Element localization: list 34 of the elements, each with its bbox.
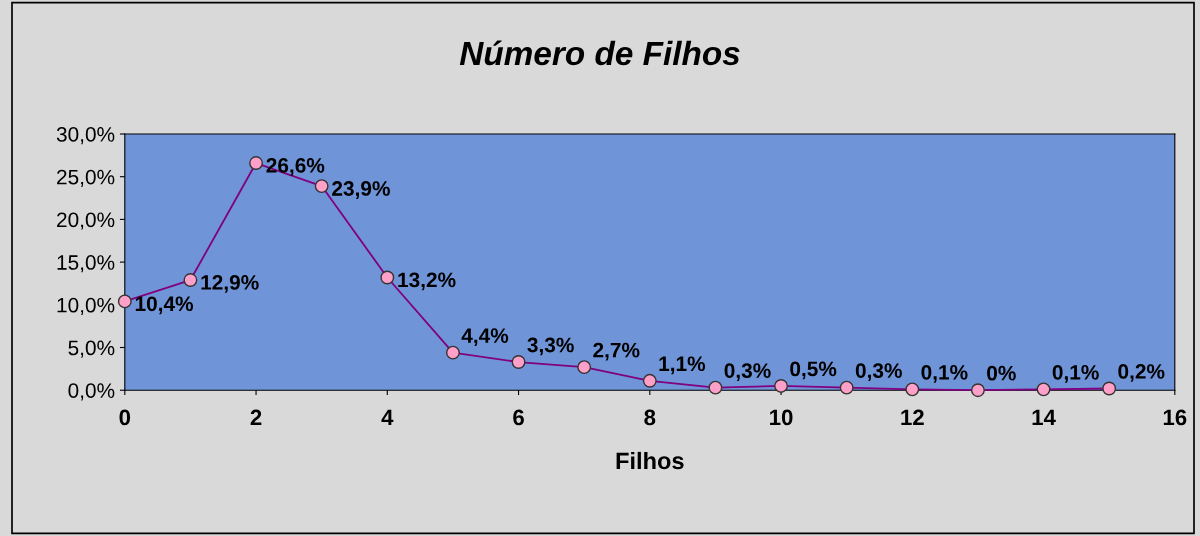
y-tick-label: 0,0% <box>68 383 115 401</box>
x-tick-label: 16 <box>1163 409 1187 426</box>
y-tick-label: 25,0% <box>57 169 115 187</box>
x-tick-label: 14 <box>1032 409 1056 426</box>
x-tick-label: 12 <box>901 409 924 426</box>
y-tick-label: 10,0% <box>57 297 115 316</box>
x-tick-label: 6 <box>513 409 524 426</box>
data-label: 0,3% <box>724 363 771 381</box>
data-label: 3,3% <box>527 337 574 356</box>
y-tick-label: 15,0% <box>57 255 115 273</box>
y-tick-label: 5,0% <box>68 340 115 358</box>
chart-title: Número de Filhos <box>459 40 740 66</box>
x-axis-title: Filhos <box>616 451 684 470</box>
x-tick-label: 10 <box>770 409 793 426</box>
x-tick-label: 8 <box>644 409 656 426</box>
data-label: 1,1% <box>659 356 706 375</box>
data-label: 4,4% <box>461 328 509 346</box>
data-label: 0,1% <box>1052 364 1099 383</box>
x-tick-label: 0 <box>119 409 131 426</box>
data-label: 0,1% <box>921 364 968 383</box>
data-label: 0,5% <box>790 361 837 380</box>
data-label: 0,3% <box>855 363 902 381</box>
data-label: 2,7% <box>593 342 640 361</box>
data-label: 12,9% <box>201 275 259 293</box>
y-tick-label: 20,0% <box>57 212 115 230</box>
data-label: 0% <box>987 365 1016 381</box>
x-tick-label: 4 <box>381 409 394 426</box>
data-label: 23,9% <box>332 181 390 199</box>
x-tick-label: 2 <box>250 409 262 426</box>
data-label: 13,2% <box>398 272 456 291</box>
data-label: 26,6% <box>266 158 325 176</box>
data-label: 0,2% <box>1118 364 1165 382</box>
data-label: 10,4% <box>135 296 194 315</box>
y-tick-label: 30,0% <box>56 127 115 145</box>
